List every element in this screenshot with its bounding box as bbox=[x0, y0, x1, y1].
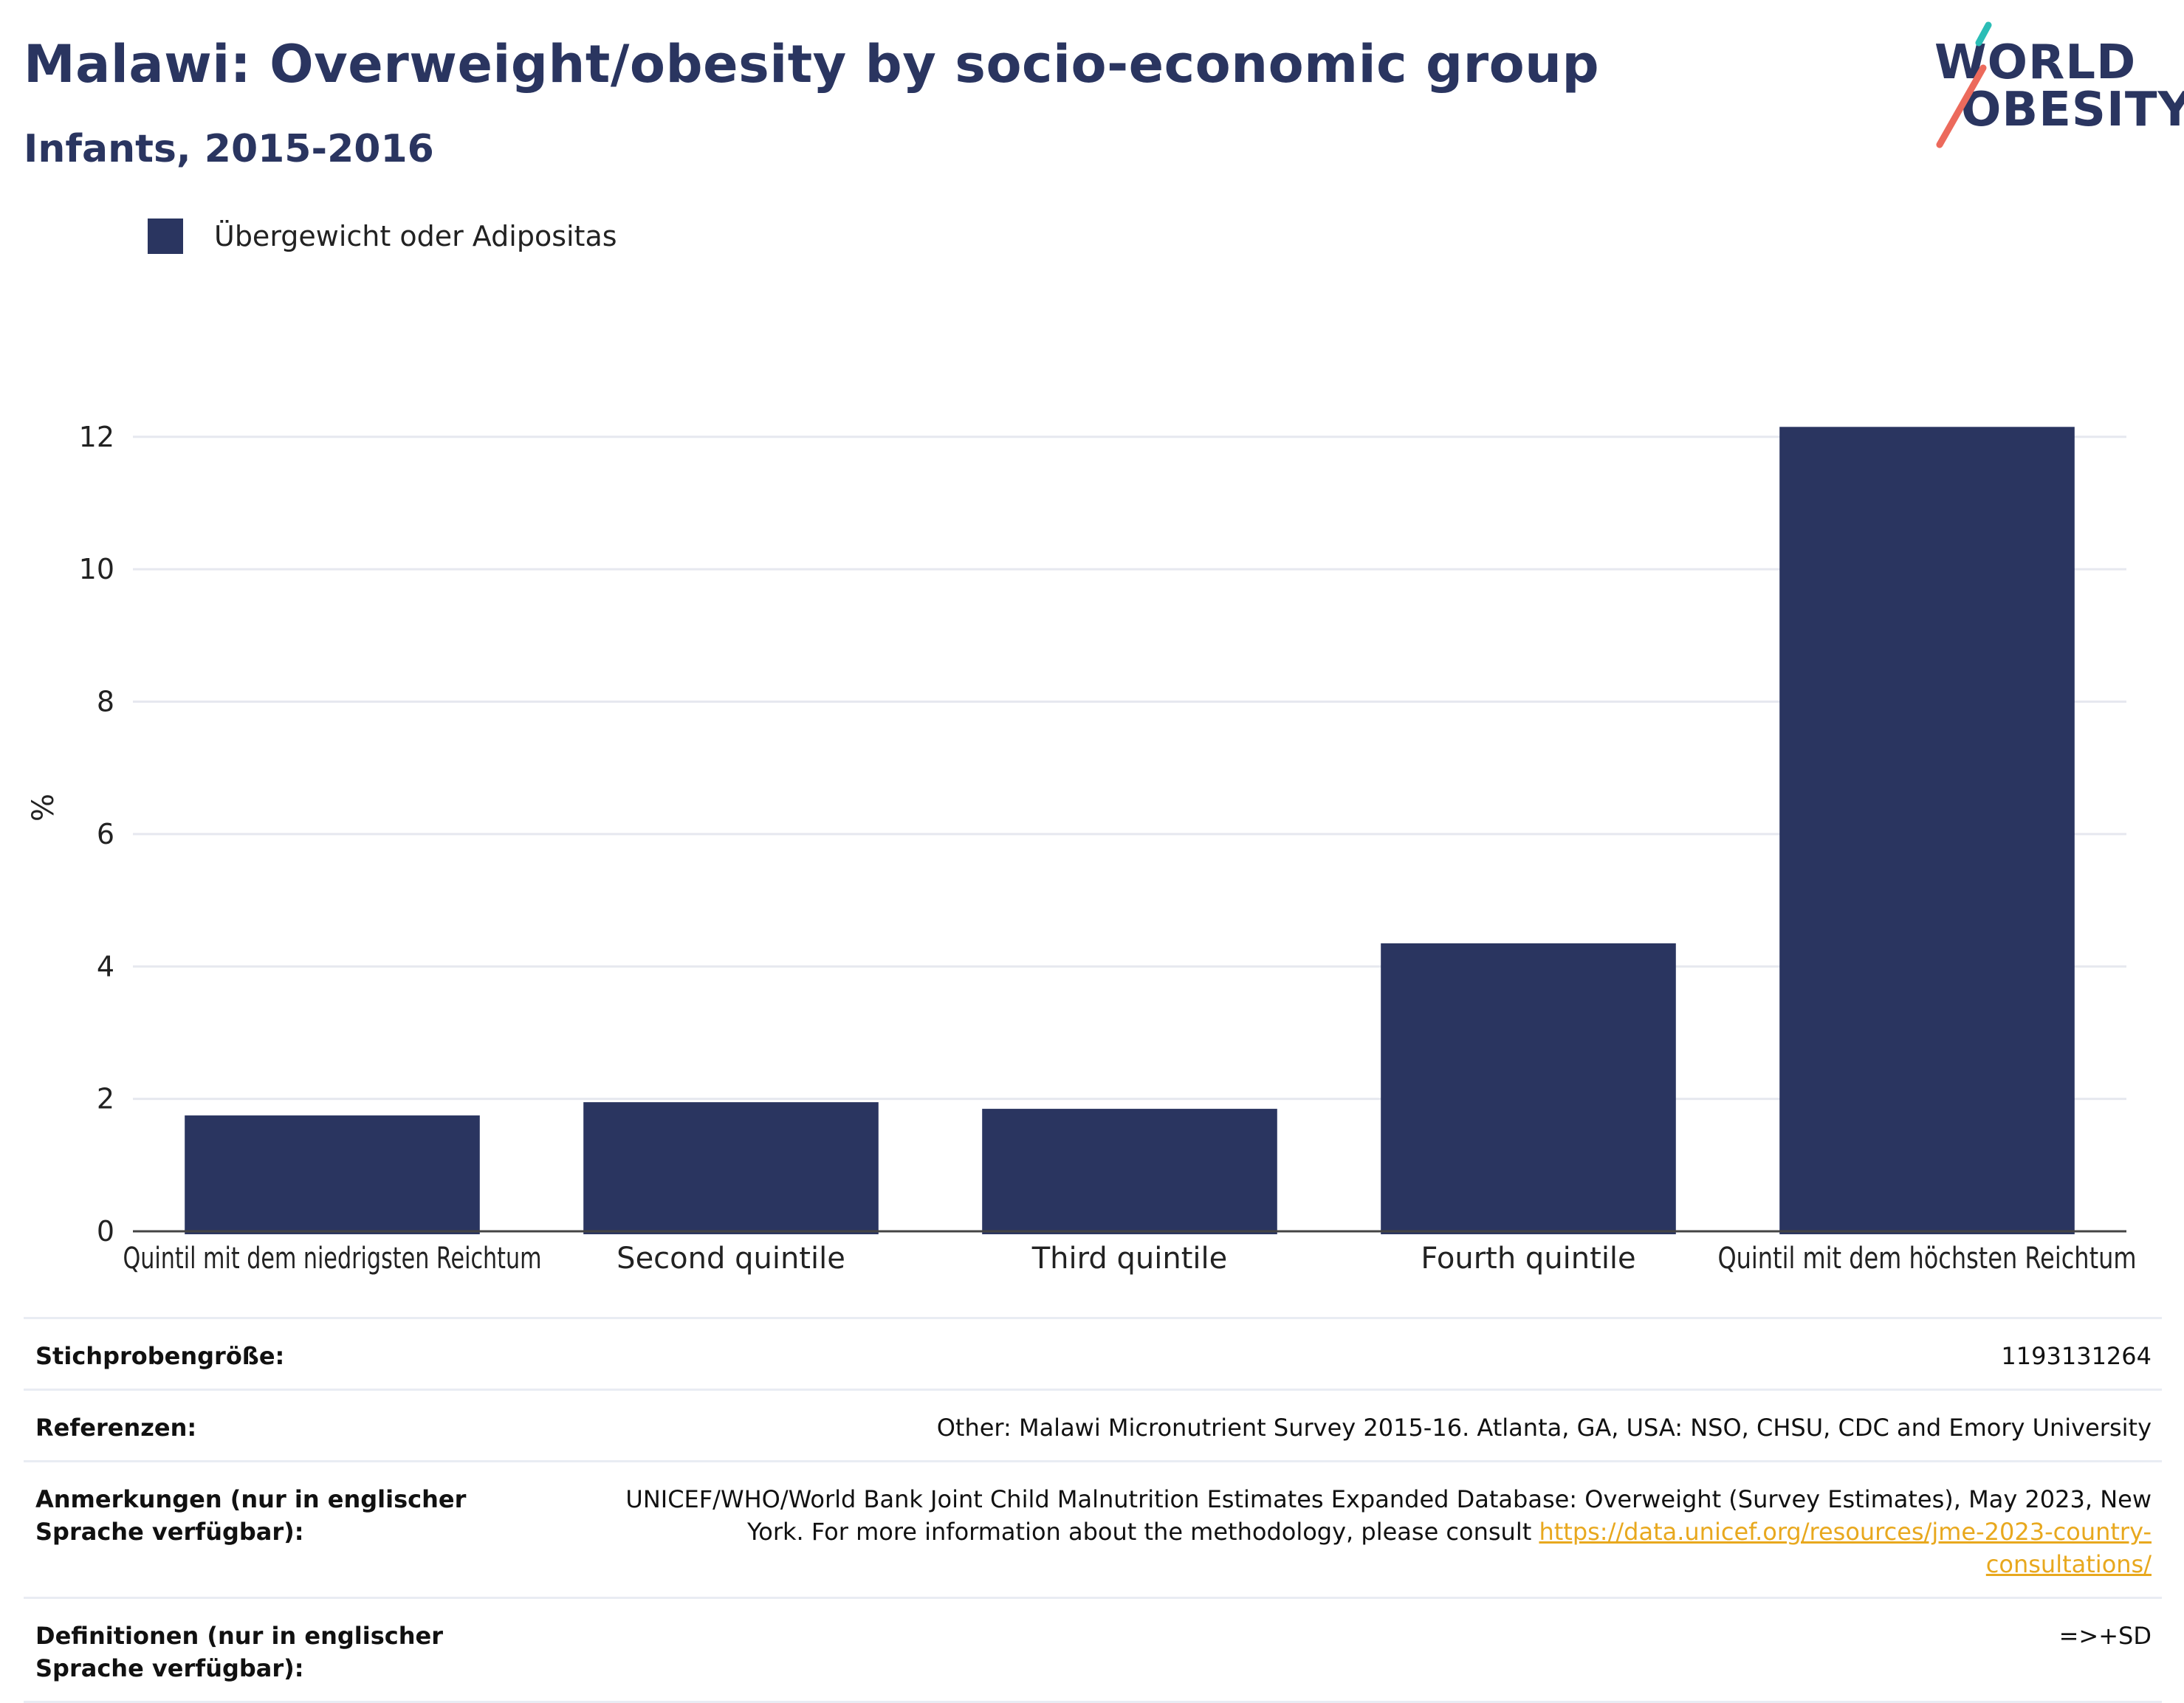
y-tick-label: 2 bbox=[97, 1083, 114, 1115]
bar bbox=[1381, 943, 1676, 1234]
x-tick-label: Fourth quintile bbox=[1421, 1242, 1635, 1276]
footer-key: Referenzen: bbox=[35, 1414, 197, 1442]
footer-value: Other: Malawi Micronutrient Survey 2015-… bbox=[936, 1414, 2152, 1442]
y-tick-label: 12 bbox=[79, 421, 114, 453]
legend-swatch bbox=[148, 219, 183, 254]
bar bbox=[583, 1102, 879, 1234]
bar bbox=[1779, 427, 2075, 1234]
x-tick-label: Third quintile bbox=[1031, 1242, 1227, 1276]
chart-title: Malawi: Overweight/obesity by socio-econ… bbox=[24, 34, 1600, 94]
logo-line2: OBESITY bbox=[1961, 83, 2184, 137]
footer-row-references: Referenzen: Other: Malawi Micronutrient … bbox=[24, 1389, 2162, 1460]
y-tick-label: 8 bbox=[97, 686, 114, 718]
logo-line1: WORLD bbox=[1934, 35, 2137, 90]
methodology-link[interactable]: https://data.unicef.org/resources/jme-20… bbox=[1539, 1518, 2152, 1578]
footer-key: Definitionen (nur in englischer Sprache … bbox=[35, 1622, 443, 1682]
y-tick-label: 6 bbox=[97, 818, 114, 850]
world-obesity-logo: WORLD OBESITY bbox=[1920, 21, 2184, 161]
y-tick-label: 10 bbox=[79, 553, 114, 585]
bar bbox=[982, 1109, 1277, 1234]
x-tick-label: Second quintile bbox=[617, 1242, 845, 1276]
x-tick-label: Quintil mit dem niedrigsten Reichtum bbox=[123, 1242, 542, 1276]
logo-slash-icon bbox=[1936, 21, 1992, 148]
y-axis-label: % bbox=[27, 794, 61, 822]
y-tick-label: 4 bbox=[97, 950, 114, 983]
footer-value: =>+SD bbox=[2058, 1622, 2152, 1650]
y-tick-label: 0 bbox=[97, 1215, 114, 1248]
footer-row-notes: Anmerkungen (nur in englischer Sprache v… bbox=[24, 1460, 2162, 1597]
footer-value: 1193131264 bbox=[2001, 1342, 2152, 1370]
bar-chart: 0 2 4 6 8 10 12% Quintil mit dem niedrigsten Re… bbox=[27, 421, 2137, 1276]
footer-value: UNICEF/WHO/World Bank Joint Child Malnut… bbox=[601, 1483, 2152, 1580]
info-table: Stichprobengröße: 1193131264 Referenzen:… bbox=[24, 1317, 2162, 1703]
legend-label: Übergewicht oder Adipositas bbox=[214, 220, 617, 252]
chart-subtitle: Infants, 2015-2016 bbox=[24, 127, 434, 171]
footer-key: Stichprobengröße: bbox=[35, 1342, 285, 1370]
footer-key: Anmerkungen (nur in englischer Sprache v… bbox=[35, 1485, 467, 1546]
bar bbox=[185, 1115, 480, 1234]
footer-row-definitions: Definitionen (nur in englischer Sprache … bbox=[24, 1597, 2162, 1703]
notes-text: UNICEF/WHO/World Bank Joint Child Malnut… bbox=[625, 1485, 2152, 1546]
x-tick-label: Quintil mit dem höchsten Reichtum bbox=[1718, 1242, 2137, 1276]
legend[interactable]: Übergewicht oder Adipositas bbox=[148, 219, 617, 254]
footer-row-sample-size: Stichprobengröße: 1193131264 bbox=[24, 1317, 2162, 1389]
